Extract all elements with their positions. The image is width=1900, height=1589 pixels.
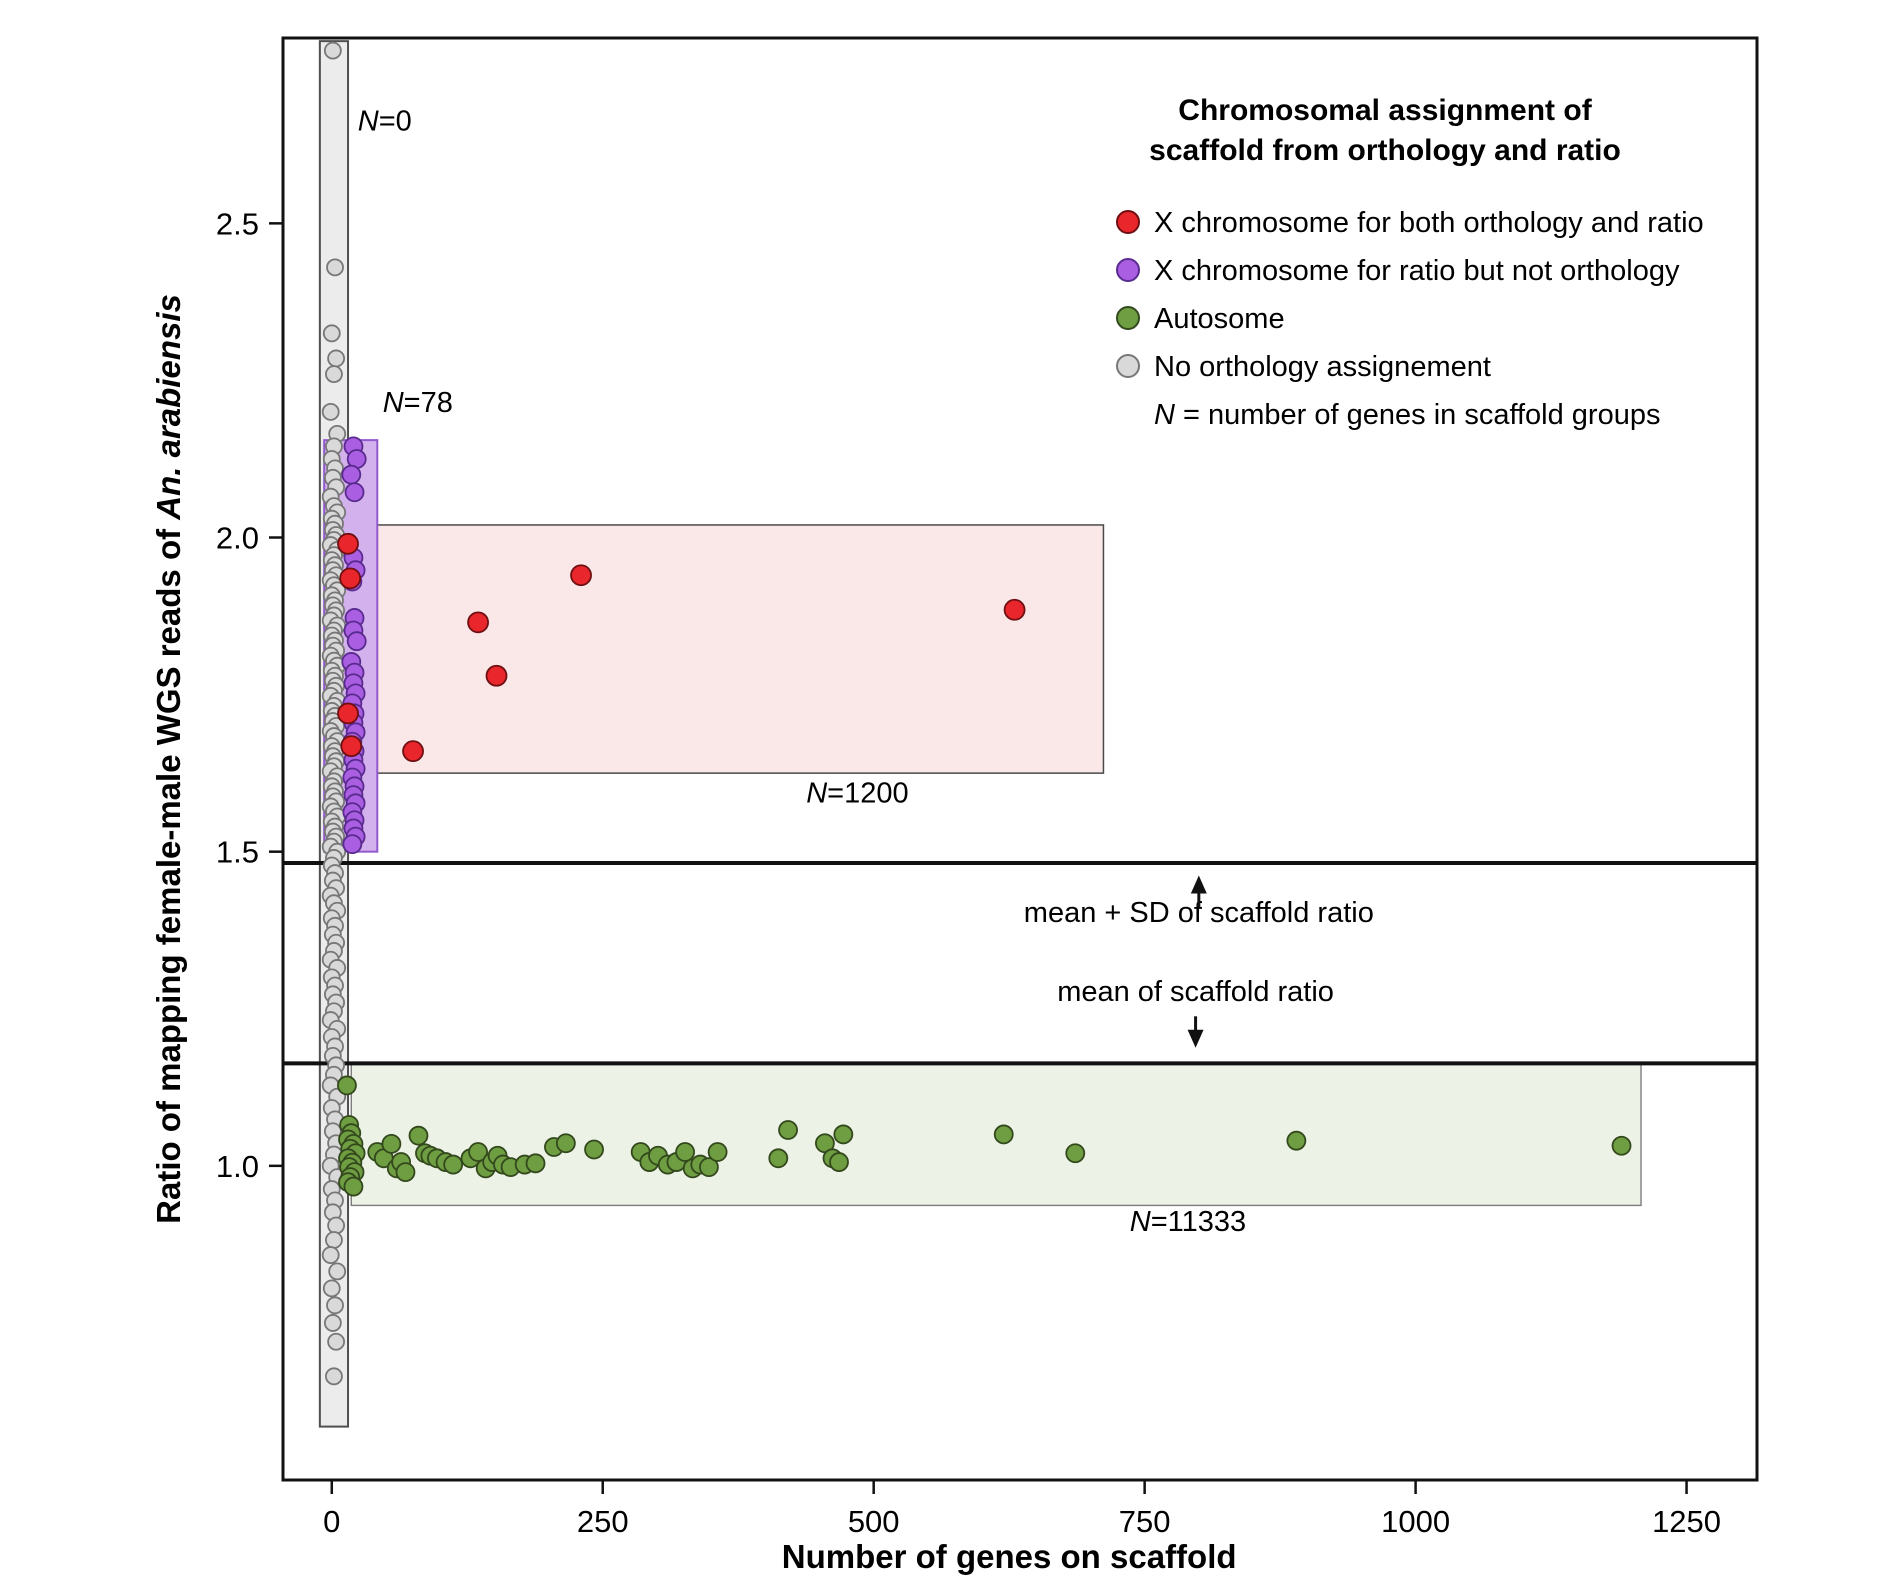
autosome-point — [1065, 1143, 1086, 1164]
legend-item-label: X chromosome for both orthology and rati… — [1154, 207, 1704, 239]
no-orthology-point — [327, 1332, 346, 1351]
no-orthology-point — [325, 1367, 343, 1386]
no-orthology-point — [328, 1262, 347, 1281]
autosome-point — [525, 1153, 546, 1174]
x-both-point — [570, 564, 592, 587]
legend-item-label: X chromosome for ratio but not orthology — [1154, 255, 1680, 287]
autosome-point — [707, 1142, 728, 1162]
no-orthology-point — [327, 1216, 346, 1235]
x-both-point — [1003, 598, 1026, 621]
autosome-point — [443, 1154, 464, 1175]
band-label-x-ratio-not-orthology: N=78 — [383, 387, 453, 419]
no-orthology-point — [323, 1314, 342, 1332]
legend-marker-icon — [1116, 306, 1140, 330]
no-orthology-point — [326, 258, 344, 277]
y-tick-label: 1.5 — [216, 835, 259, 870]
x-both-point — [485, 664, 508, 687]
no-orthology-point — [321, 402, 340, 421]
x-ratio-point — [346, 631, 367, 652]
plot-frame — [281, 36, 1759, 1482]
autosome-point — [468, 1142, 488, 1162]
band-labels-layer: N=0 N=1200 N=11333 N=78 — [358, 105, 1246, 1238]
legend-marker-icon — [1116, 210, 1140, 234]
no-orthology-point — [321, 1246, 340, 1264]
legend-layer: Chromosomal assignment of scaffold from o… — [1116, 94, 1704, 431]
legend-title-line: Chromosomal assignment of — [1178, 94, 1592, 127]
legend-marker-icon — [1116, 354, 1140, 378]
x-ratio-point — [342, 834, 363, 855]
autosome-point — [675, 1142, 695, 1162]
no-orthology-point — [327, 349, 346, 368]
y-tick-label: 2.0 — [216, 521, 259, 556]
band-label-autosome: N=11333 — [1130, 1206, 1246, 1238]
y-tick-label: 1.0 — [216, 1149, 259, 1184]
x-tick-label: 0 — [323, 1504, 340, 1539]
y-tick-label: 2.5 — [216, 206, 259, 241]
points-layer — [321, 41, 1632, 1386]
no-orthology-point — [322, 1279, 341, 1298]
threshold-lines-layer — [283, 860, 1757, 1066]
x-both-point — [339, 567, 362, 590]
x-tick-label: 500 — [848, 1504, 900, 1539]
autosome-point — [768, 1148, 789, 1169]
band-x-both — [354, 524, 1105, 774]
legend-item-label: Autosome — [1154, 303, 1285, 335]
autosome-point — [829, 1152, 849, 1172]
autosome-point — [381, 1133, 402, 1154]
autosome-point — [699, 1157, 719, 1177]
autosome-point — [584, 1139, 604, 1160]
no-orthology-point — [325, 365, 343, 384]
band-label-no-orthology: N=0 — [358, 105, 412, 137]
autosome-point — [408, 1125, 429, 1146]
x-tick-label: 750 — [1119, 1504, 1171, 1539]
no-orthology-point — [325, 1231, 343, 1249]
axes-layer: 1.0 1.5 2.0 2.5 0 250 500 750 1000 1250 Number of … — [150, 36, 1759, 1575]
band-label-x-both: N=1200 — [806, 778, 908, 810]
autosome-point — [993, 1124, 1014, 1145]
autosome-point — [337, 1075, 357, 1096]
x-ratio-point — [341, 464, 362, 485]
down-arrow-head-icon — [1187, 1029, 1204, 1048]
x-both-point — [402, 740, 424, 763]
legend-item-label: No orthology assignement — [1154, 351, 1491, 383]
x-tick-label: 250 — [577, 1504, 629, 1539]
legend-note: N = number of genes in scaffold groups — [1154, 399, 1660, 431]
autosome-point — [1286, 1130, 1307, 1151]
x-tick-label: 1000 — [1381, 1504, 1450, 1539]
x-both-point — [337, 532, 359, 555]
x-axis-title: Number of genes on scaffold — [782, 1538, 1237, 1575]
no-orthology-point — [323, 41, 342, 60]
annotation-label: mean of scaffold ratio — [1057, 976, 1334, 1008]
autosome-point — [343, 1176, 364, 1197]
autosome-point — [1611, 1135, 1632, 1156]
legend-marker-icon — [1116, 258, 1140, 282]
autosome-point — [555, 1133, 576, 1154]
x-ratio-point — [344, 482, 365, 503]
autosome-point — [395, 1162, 416, 1183]
x-tick-label: 1250 — [1652, 1504, 1721, 1539]
legend-title-line: scaffold from orthology and ratio — [1149, 134, 1621, 167]
bands-layer — [318, 40, 1642, 1428]
up-arrow-head-icon — [1190, 875, 1207, 894]
no-orthology-point — [322, 324, 341, 343]
x-both-point — [340, 735, 363, 758]
x-both-point — [337, 702, 359, 725]
x-both-point — [467, 611, 489, 634]
no-orthology-point — [326, 1296, 344, 1315]
y-axis-title: Ratio of mapping female-male WGS reads o… — [150, 294, 187, 1224]
autosome-point — [833, 1124, 854, 1145]
autosome-point — [778, 1120, 798, 1140]
